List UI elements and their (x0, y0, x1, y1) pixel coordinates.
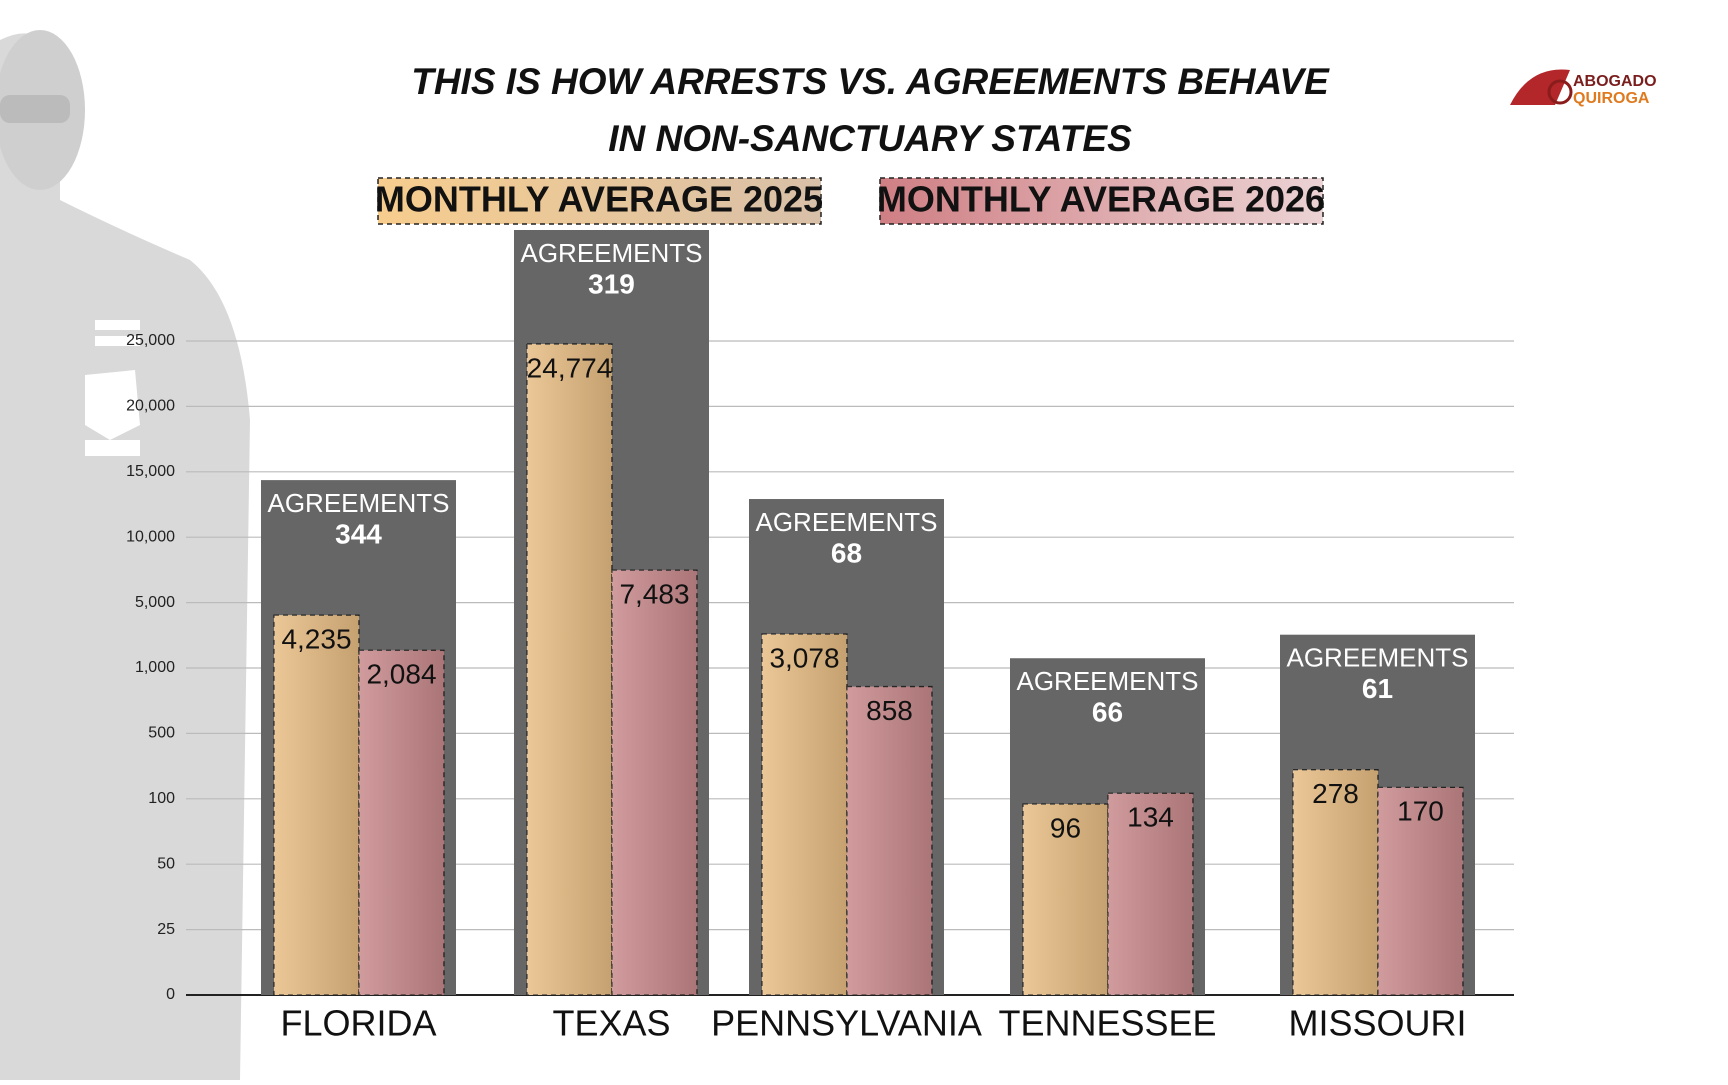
bars: AGREEMENTS3444,2352,084AGREEMENTS31924,7… (261, 230, 1475, 996)
logo-text: QUIROGA (1573, 90, 1650, 107)
x-tick-label: TENNESSEE (998, 1003, 1216, 1044)
y-tick-label: 50 (157, 855, 175, 872)
value-label: 858 (866, 695, 913, 726)
value-label: 278 (1312, 778, 1359, 809)
value-label: 7,483 (619, 579, 689, 610)
bar-shade (1023, 804, 1108, 995)
legend-label: MONTHLY AVERAGE 2026 (877, 179, 1325, 220)
legend-swatch (879, 177, 1324, 225)
legend-swatch (377, 177, 822, 225)
bar-shade (274, 615, 359, 995)
bar-shade (762, 634, 847, 995)
bar-shade (1378, 787, 1463, 995)
officer-silhouette (0, 30, 250, 1080)
legend-label: MONTHLY AVERAGE 2025 (375, 179, 823, 220)
agreements-label: AGREEMENTS (1286, 643, 1468, 673)
x-tick-label: TEXAS (552, 1003, 670, 1044)
agreements-label: AGREEMENTS (267, 488, 449, 518)
agreements-value: 68 (831, 537, 862, 568)
agreements-label: AGREEMENTS (1016, 666, 1198, 696)
value-label: 4,235 (281, 623, 351, 654)
agreements-value: 61 (1362, 673, 1393, 704)
bar-shade (1293, 769, 1378, 995)
y-tick-label: 25,000 (126, 332, 175, 349)
agreements-label: AGREEMENTS (520, 238, 702, 268)
x-tick-label: FLORIDA (280, 1003, 436, 1044)
agreements-label: AGREEMENTS (755, 507, 937, 537)
bar-shade (359, 650, 444, 995)
bar-shade (612, 570, 697, 995)
y-tick-label: 15,000 (126, 463, 175, 480)
bar-shade (527, 343, 612, 996)
x-tick-label: MISSOURI (1288, 1003, 1466, 1044)
bar-shade (1108, 793, 1193, 995)
chart-title: IN NON-SANCTUARY STATES (608, 118, 1132, 159)
y-tick-label: 25 (157, 921, 175, 938)
x-tick-label: PENNSYLVANIA (711, 1003, 982, 1044)
y-tick-label: 20,000 (126, 398, 175, 415)
bar-shade (847, 686, 932, 995)
y-tick-label: 10,000 (126, 528, 175, 545)
value-label: 96 (1050, 812, 1081, 843)
y-tick-label: 100 (148, 790, 175, 807)
agreements-value: 319 (588, 268, 635, 299)
agreements-value: 344 (335, 518, 382, 549)
value-label: 2,084 (366, 659, 436, 690)
logo: ABOGADO QUIROGA (1510, 69, 1657, 107)
value-label: 134 (1127, 802, 1174, 833)
y-tick-label: 0 (166, 986, 175, 1003)
y-tick-label: 5,000 (135, 594, 175, 611)
value-label: 24,774 (527, 352, 613, 383)
logo-text: ABOGADO (1573, 73, 1657, 90)
value-label: 3,078 (769, 642, 839, 673)
value-label: 170 (1397, 796, 1444, 827)
agreements-value: 66 (1092, 697, 1123, 728)
y-tick-label: 1,000 (135, 659, 175, 676)
y-tick-label: 500 (148, 725, 175, 742)
chart-title: THIS IS HOW ARRESTS VS. AGREEMENTS BEHAV… (411, 61, 1330, 102)
